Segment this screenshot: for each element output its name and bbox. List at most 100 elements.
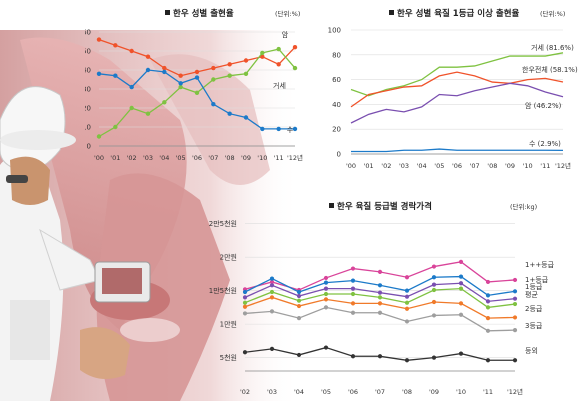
data-point [404,288,410,293]
data-point [350,286,356,291]
data-point [194,90,200,96]
x-tick-label: '03 [143,154,153,162]
data-point [113,124,118,130]
series-label: 등외 [525,346,538,355]
data-point [350,291,356,297]
data-point [458,301,464,306]
data-point [243,115,249,120]
unit-label: (단위:%) [540,9,565,18]
y-tick-label: 40 [332,101,341,109]
data-point [211,65,216,71]
gender-rate-chart: 한우 성별 출현율 (단위:%) 0 10 20 30 40 50 60 '00 '01 '02 '… [85,8,303,162]
x-tick-label: '09 [429,388,439,396]
chart-title: 한우 성별 육질 1등급 이상 출현율 [397,8,520,19]
data-point [162,100,167,105]
y-tick-label: 0 [87,143,91,151]
data-point [458,351,464,356]
data-point [269,279,275,285]
data-point [178,73,183,78]
data-point [431,275,437,280]
data-point [113,43,118,48]
data-point [260,126,265,132]
data-point [485,358,491,363]
series-label: 3등급 [525,322,543,330]
data-point [194,75,200,80]
x-tick-label: '10 [523,162,533,170]
data-point [431,313,437,318]
data-point [178,81,183,86]
y-tick-label: 0 [337,151,341,159]
data-point [485,316,491,321]
data-point [296,289,302,295]
series-label: 암 [282,31,289,39]
data-point [269,289,275,295]
data-point [269,309,275,314]
data-point [227,62,232,67]
y-tick-label: 100 [328,27,341,35]
data-point [323,345,329,350]
data-point [512,301,518,307]
x-tick-label: '11 [540,162,550,170]
data-point [178,84,183,90]
y-tick-label: 60 [85,29,91,37]
series-label: 거세 [273,81,286,90]
data-point [242,311,248,316]
data-point [296,298,302,303]
x-tick-label: '01 [110,154,120,162]
data-point [145,67,151,73]
series-label: 1++등급 [525,261,555,269]
series-label: 1등급 [525,283,543,291]
data-point [458,312,464,317]
y-tick-label: 2만원 [220,253,237,262]
x-tick-label: '12년 [507,387,523,396]
x-tick-label: '04 [417,162,427,170]
series-line [350,71,564,108]
data-point [512,277,518,283]
data-point [485,305,491,310]
data-point [485,293,491,298]
grade-price-chart: 한우 육질 등급별 경락가격 (단위:kg) 5천원 1만원 1만5천원 2만원 2만5… [209,201,555,396]
data-point [162,69,167,75]
data-point [296,352,302,358]
data-point [404,358,410,363]
y-tick-label: 1만원 [220,320,237,329]
data-point [242,350,248,355]
x-tick-label: '07 [208,154,218,162]
unit-label: (단위:%) [275,9,300,18]
data-point [512,328,518,333]
x-tick-label: '12년 [287,153,303,162]
data-point [431,299,437,305]
x-tick-label: '03 [399,162,409,170]
data-point [211,102,216,107]
data-point [292,126,298,132]
series-label: 평균 [525,290,538,299]
data-point [242,295,248,300]
data-point [260,50,265,56]
x-tick-label: '04 [159,154,169,162]
data-point [292,65,298,71]
chart-title: 한우 육질 등급별 경락가격 [337,201,432,212]
data-point [129,105,134,111]
x-tick-label: '06 [192,154,202,162]
data-point [162,65,167,71]
y-tick-label: 20 [85,105,91,113]
x-tick-label: '03 [267,388,277,396]
x-tick-label: '05 [434,162,444,170]
data-point [96,37,102,42]
y-tick-label: 80 [332,51,341,59]
x-tick-label: '00 [94,154,104,162]
data-point [512,315,518,320]
x-tick-label: '06 [452,162,462,170]
series-label: 거세 (81.6%) [531,43,574,52]
data-point [269,283,275,288]
data-point [485,299,491,304]
data-point [96,134,102,139]
data-point [431,282,437,287]
y-tick-label: 50 [85,48,91,56]
series-line [244,346,515,361]
x-tick-label: '11 [274,154,284,162]
data-point [276,126,281,132]
x-tick-label: '08 [402,388,412,396]
data-point [296,293,302,299]
data-point [485,328,491,333]
